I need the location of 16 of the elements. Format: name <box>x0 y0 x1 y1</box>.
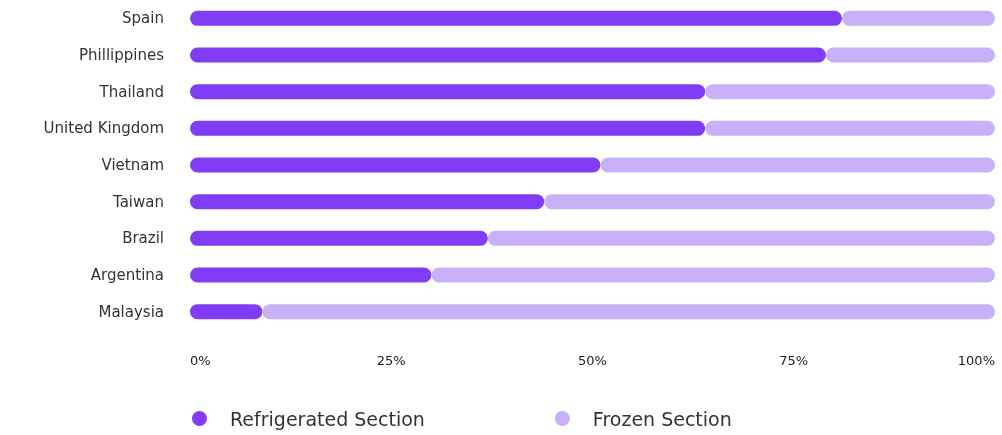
x-tick-label: 25% <box>376 353 406 368</box>
y-tick-label: Malaysia <box>98 302 164 321</box>
x-tick-label: 100% <box>957 353 995 368</box>
x-tick-label: 0% <box>190 353 211 368</box>
y-tick-label: Taiwan <box>111 192 164 211</box>
y-tick-label: Brazil <box>122 229 164 248</box>
x-tick-label: 50% <box>578 353 607 368</box>
y-tick-label: Thailand <box>98 82 164 101</box>
legend-label: Refrigerated Section <box>230 407 425 430</box>
y-tick-label: Vietnam <box>101 156 164 174</box>
y-tick-label: Spain <box>122 9 164 28</box>
y-tick-label: Phillippines <box>79 46 165 64</box>
legend-label: Frozen Section <box>592 407 732 430</box>
x-tick-label: 75% <box>779 353 809 368</box>
y-tick-label: Argentina <box>90 266 164 284</box>
y-tick-label: United Kingdom <box>43 119 164 138</box>
